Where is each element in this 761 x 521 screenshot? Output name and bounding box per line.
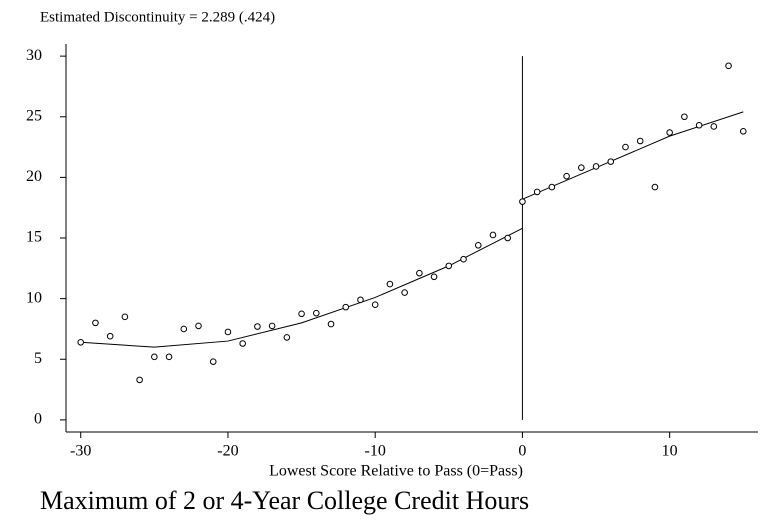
data-point <box>739 128 747 135</box>
y-tick-label: 5 <box>34 350 42 367</box>
data-point <box>239 340 246 347</box>
fit-line <box>522 111 744 200</box>
data-point <box>401 289 408 296</box>
data-point <box>563 172 570 180</box>
fit-line <box>80 227 523 348</box>
data-point <box>504 234 512 242</box>
data-point <box>695 121 703 129</box>
x-tick-label: 10 <box>662 443 678 460</box>
data-point <box>136 376 143 384</box>
data-point <box>636 137 644 145</box>
data-point <box>298 310 305 318</box>
data-point <box>195 322 202 330</box>
data-point <box>474 241 482 249</box>
data-point <box>165 353 173 361</box>
y-tick-label: 10 <box>26 289 42 306</box>
x-axis-label: Lowest Score Relative to Pass (0=Pass) <box>269 463 523 480</box>
data-point <box>151 353 158 361</box>
data-point <box>710 123 718 130</box>
data-point <box>430 273 438 281</box>
data-point <box>416 269 423 277</box>
x-tick-label: -20 <box>217 443 238 460</box>
data-point <box>121 313 129 321</box>
data-point <box>651 183 659 191</box>
data-point <box>327 320 335 328</box>
data-point <box>254 323 261 330</box>
x-tick-label: 0 <box>518 443 526 460</box>
data-point <box>548 183 556 191</box>
data-point <box>224 328 232 336</box>
x-tick-label: -10 <box>365 443 386 460</box>
data-point <box>592 163 600 170</box>
data-point <box>92 319 99 327</box>
data-point <box>77 338 85 346</box>
data-point <box>607 158 615 165</box>
data-point <box>342 303 350 311</box>
data-point <box>283 334 291 341</box>
y-tick-label: 15 <box>26 229 42 246</box>
data-point <box>209 358 217 365</box>
data-point <box>489 231 497 239</box>
data-point <box>519 198 526 205</box>
y-tick-label: 25 <box>26 107 42 124</box>
data-point <box>681 113 688 121</box>
data-point <box>371 301 379 308</box>
data-point <box>312 309 320 317</box>
data-point <box>533 188 541 196</box>
data-point <box>180 325 188 333</box>
data-point <box>460 255 467 263</box>
data-point <box>578 164 585 171</box>
data-point <box>725 62 732 70</box>
data-point <box>622 143 629 151</box>
y-tick-label: 20 <box>26 168 42 185</box>
chart-title: Estimated Discontinuity = 2.289 (.424) <box>40 9 275 25</box>
data-point <box>445 262 453 270</box>
y-tick-label: 0 <box>34 411 42 428</box>
data-point <box>357 296 364 304</box>
data-point <box>386 280 394 288</box>
data-point <box>666 129 673 136</box>
data-point <box>268 322 276 330</box>
x-tick-label: -30 <box>70 443 91 460</box>
y-tick-label: 30 <box>26 47 42 64</box>
data-point <box>106 332 114 340</box>
caption: Maximum of 2 or 4-Year College Credit Ho… <box>40 486 529 515</box>
